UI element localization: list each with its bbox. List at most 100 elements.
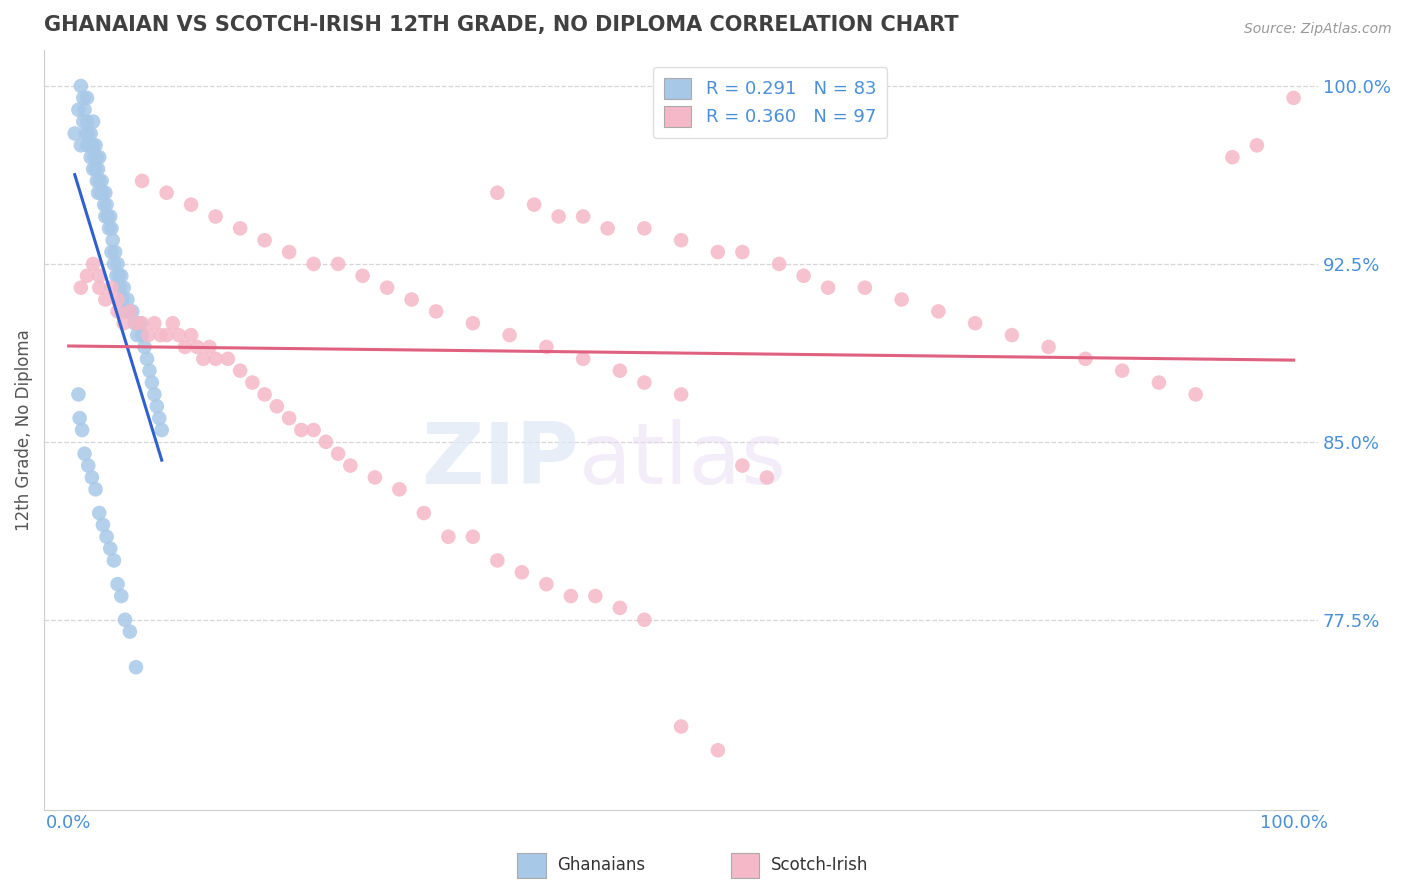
Point: [523, 197, 546, 211]
Point: [69, 411, 91, 425]
Point: [107, 293, 129, 307]
Point: [100, 245, 122, 260]
Point: [121, 304, 143, 318]
Point: [633, 221, 655, 235]
Point: [112, 280, 135, 294]
Point: [76, 114, 98, 128]
Point: [1074, 351, 1097, 366]
Point: [388, 483, 411, 497]
Point: [70, 423, 93, 437]
Point: [204, 210, 226, 224]
Point: [180, 197, 202, 211]
Point: [461, 316, 484, 330]
Point: [1184, 387, 1206, 401]
Point: [1147, 376, 1170, 390]
Text: Scotch-Irish: Scotch-Irish: [770, 856, 868, 874]
Point: [596, 221, 619, 235]
Point: [128, 316, 150, 330]
Point: [117, 293, 139, 307]
Point: [98, 221, 121, 235]
Point: [72, 91, 94, 105]
Point: [112, 316, 135, 330]
Point: [101, 233, 124, 247]
Point: [486, 186, 509, 200]
Point: [67, 387, 90, 401]
Point: [89, 186, 111, 200]
Point: [793, 268, 815, 283]
Point: [107, 577, 129, 591]
Point: [80, 138, 103, 153]
Point: [98, 210, 121, 224]
Point: [89, 174, 111, 188]
Point: [107, 257, 129, 271]
Point: [124, 316, 146, 330]
Point: [302, 257, 325, 271]
Point: [86, 150, 108, 164]
Point: [229, 364, 252, 378]
Point: [67, 103, 90, 117]
Point: [731, 458, 754, 473]
Point: [180, 328, 202, 343]
Point: [125, 316, 148, 330]
Point: [110, 268, 132, 283]
Point: [167, 328, 190, 343]
Point: [669, 233, 692, 247]
Point: [669, 387, 692, 401]
Point: [131, 316, 153, 330]
Point: [633, 376, 655, 390]
Point: [98, 541, 121, 556]
Point: [302, 423, 325, 437]
Point: [118, 624, 141, 639]
Point: [339, 458, 361, 473]
Point: [609, 364, 631, 378]
Point: [82, 257, 104, 271]
Point: [890, 293, 912, 307]
Point: [401, 293, 423, 307]
Point: [204, 351, 226, 366]
Point: [536, 577, 558, 591]
Point: [510, 566, 533, 580]
Point: [326, 447, 349, 461]
Point: [198, 340, 221, 354]
Point: [1246, 138, 1268, 153]
Point: [669, 719, 692, 733]
Point: [118, 304, 141, 318]
Point: [143, 387, 166, 401]
Point: [136, 328, 159, 343]
Point: [633, 613, 655, 627]
Point: [94, 210, 117, 224]
Point: [82, 114, 104, 128]
Point: [162, 316, 184, 330]
Point: [94, 186, 117, 200]
Point: [156, 186, 179, 200]
Point: [1222, 150, 1244, 164]
Point: [76, 138, 98, 153]
Point: [609, 601, 631, 615]
Point: [965, 316, 987, 330]
Point: [136, 351, 159, 366]
Point: [84, 162, 107, 177]
Legend: R = 0.291   N = 83, R = 0.360   N = 97: R = 0.291 N = 83, R = 0.360 N = 97: [654, 67, 887, 137]
Point: [583, 589, 606, 603]
Point: [87, 162, 110, 177]
Text: Ghanaians: Ghanaians: [557, 856, 645, 874]
Point: [86, 174, 108, 188]
Point: [100, 221, 122, 235]
Point: [755, 470, 778, 484]
Point: [96, 197, 118, 211]
Point: [77, 458, 100, 473]
Point: [138, 364, 160, 378]
Point: [105, 268, 128, 283]
Point: [79, 127, 101, 141]
Point: [108, 268, 131, 283]
Point: [768, 257, 790, 271]
Point: [572, 351, 595, 366]
Point: [193, 351, 215, 366]
Point: [707, 743, 730, 757]
Point: [89, 150, 111, 164]
Y-axis label: 12th Grade, No Diploma: 12th Grade, No Diploma: [15, 329, 32, 531]
Point: [1038, 340, 1060, 354]
Point: [75, 127, 97, 141]
Point: [229, 221, 252, 235]
Point: [707, 245, 730, 260]
